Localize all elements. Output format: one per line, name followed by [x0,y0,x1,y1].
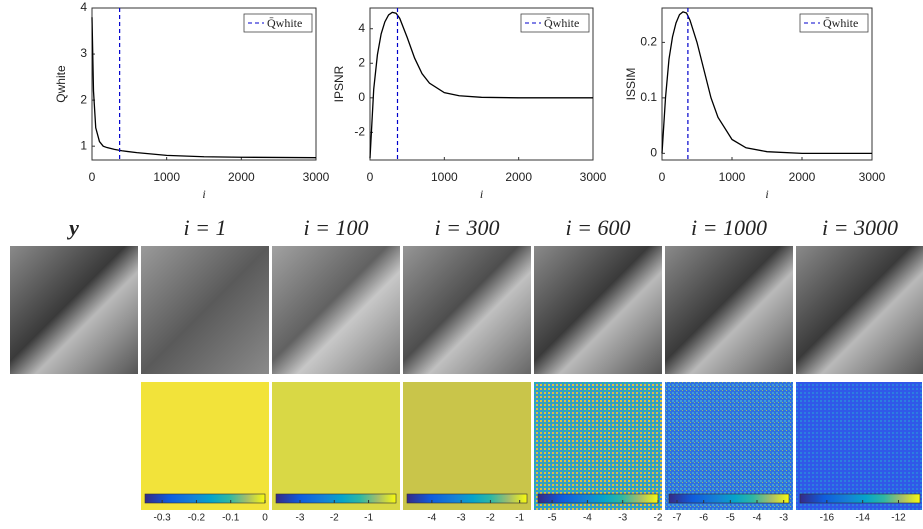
colorbar-tick-label: -2 [330,513,339,524]
colorbar-tick-label: -2 [654,513,663,524]
y-tick-label: 3 [80,46,87,60]
colorbar-tick-label: -0.2 [188,513,206,524]
y-axis-label: IPSNR [332,65,346,102]
colorbar-tick-label: -5 [548,513,557,524]
x-axis-label: i [765,187,768,201]
y-tick-label: -2 [354,125,365,139]
plot-frame [91,7,317,161]
x-tick-label: 0 [89,170,96,184]
column-label: i = 300 [435,215,500,240]
image [10,246,138,374]
x-tick-label: 2000 [505,170,532,184]
x-tick-label: 2000 [789,170,816,184]
colorbar-tick-label: -0.1 [222,513,240,524]
y-axis-label: Qwhite [54,65,68,103]
colorbar [275,493,397,504]
colorbar-tick-label: -3 [457,513,466,524]
colorbar-tick-label: -6 [699,513,708,524]
y-tick-label: 0.1 [640,90,657,104]
column-label: y [66,215,79,240]
x-tick-label: 1000 [719,170,746,184]
colorbar-tick-label: -2 [486,513,495,524]
colorbar [406,493,528,504]
colorbar [537,493,659,504]
colorbar-tick-label: -12 [891,513,906,524]
image [534,246,662,374]
heatmap [665,382,793,510]
x-tick-label: 0 [367,170,374,184]
colorbar-tick-label: -1 [515,513,524,524]
colorbar [144,493,266,504]
y-tick-label: 1 [80,138,87,152]
plot-frame [369,7,594,161]
colorbar-tick-label: -4 [427,513,436,524]
column-label: i = 100 [304,215,369,240]
curve [369,11,593,159]
colorbar-tick-label: -3 [296,513,305,524]
heatmap [796,382,922,510]
x-tick-label: 3000 [859,170,886,184]
x-tick-label: 1000 [153,170,180,184]
x-tick-label: 3000 [580,170,607,184]
heatmap [403,382,531,510]
y-tick-label: 4 [358,21,365,35]
column-label: i = 1 [184,215,227,240]
colorbar-tick-label: -4 [583,513,592,524]
colorbar-tick-label: -4 [753,513,762,524]
images [10,246,923,510]
colorbar-tick-label: -14 [855,513,870,524]
legend-label: Q̄white [267,16,302,30]
colorbar-tick-label: 0 [262,513,268,524]
image [272,246,400,374]
column-label: i = 600 [566,215,631,240]
y-axis-label: ISSIM [624,68,638,101]
image [403,246,531,374]
x-axis-label: i [202,187,205,201]
colorbar-tick-label: -3 [779,513,788,524]
legend-label: Q̄white [544,16,579,30]
colorbar-tick-label: -5 [726,513,735,524]
image [141,246,269,374]
colorbar-tick-label: -1 [364,513,373,524]
y-tick-label: 2 [358,55,365,69]
heatmap [141,382,269,510]
y-tick-label: 4 [80,0,87,14]
image [665,246,793,374]
colorbar [799,493,921,504]
x-tick-label: 1000 [431,170,458,184]
legend-box [243,13,313,33]
column-label: i = 1000 [691,215,767,240]
y-tick-label: 0.2 [640,35,657,49]
curve [91,17,317,159]
heatmap [272,382,400,510]
x-tick-label: 3000 [303,170,330,184]
plot-frame [661,7,873,161]
x-tick-label: 0 [659,170,666,184]
legend-box [799,13,869,33]
curve [661,11,872,154]
heatmap [534,382,662,510]
x-tick-label: 2000 [228,170,255,184]
colorbar-tick-label: -16 [820,513,835,524]
colorbar [668,493,790,504]
x-axis-label: i [480,187,483,201]
colorbar-tick-label: -7 [673,513,682,524]
legend-box [520,13,590,33]
colorbar-tick-label: -0.3 [154,513,172,524]
legend-label: Q̄white [823,16,858,30]
column-label: i = 3000 [822,215,898,240]
y-tick-label: 0 [358,90,365,104]
y-tick-label: 0 [650,146,657,160]
y-tick-label: 2 [80,92,87,106]
image [796,246,923,374]
colorbar-tick-label: -3 [618,513,627,524]
